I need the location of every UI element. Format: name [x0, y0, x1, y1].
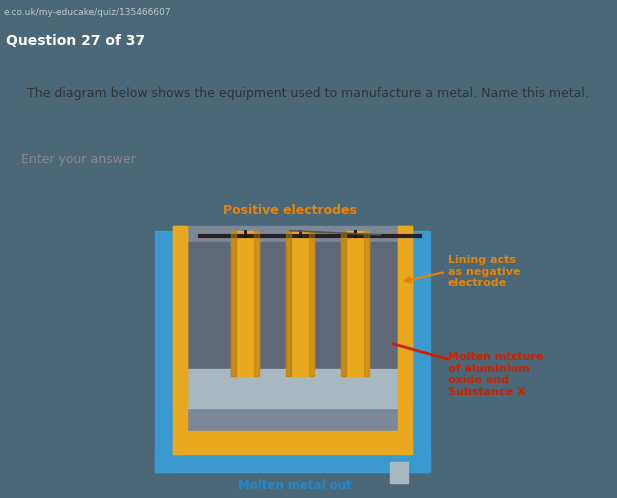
Bar: [309, 231, 314, 375]
Bar: [231, 231, 259, 375]
Bar: [173, 439, 412, 454]
Bar: [286, 231, 314, 375]
Bar: [231, 231, 236, 375]
Bar: [155, 454, 430, 472]
Bar: [364, 231, 369, 375]
Bar: [286, 231, 291, 375]
Bar: [254, 231, 259, 375]
Bar: [187, 226, 398, 439]
Bar: [187, 431, 398, 439]
Bar: [187, 370, 398, 407]
Bar: [398, 226, 412, 454]
Bar: [187, 242, 398, 370]
Bar: [412, 231, 430, 472]
Text: Molten mixture
of aluminium
oxide and
Substance X: Molten mixture of aluminium oxide and Su…: [448, 352, 544, 397]
Text: The diagram below shows the equipment used to manufacture a metal. Name this met: The diagram below shows the equipment us…: [27, 87, 589, 100]
Bar: [341, 231, 369, 375]
Bar: [398, 226, 412, 406]
Bar: [155, 231, 173, 472]
Text: Lining acts
as negative
electrode: Lining acts as negative electrode: [448, 255, 521, 288]
Text: Question 27 of 37: Question 27 of 37: [6, 34, 145, 48]
Text: Positive electrodes: Positive electrodes: [223, 204, 357, 217]
Bar: [173, 226, 187, 406]
Text: e.co.uk/my-educake/quiz/135466607: e.co.uk/my-educake/quiz/135466607: [3, 8, 171, 17]
Text: Enter your answer: Enter your answer: [21, 153, 136, 166]
Text: Molten metal out: Molten metal out: [238, 479, 352, 492]
Bar: [390, 462, 408, 483]
Bar: [341, 231, 346, 375]
Bar: [173, 226, 187, 454]
